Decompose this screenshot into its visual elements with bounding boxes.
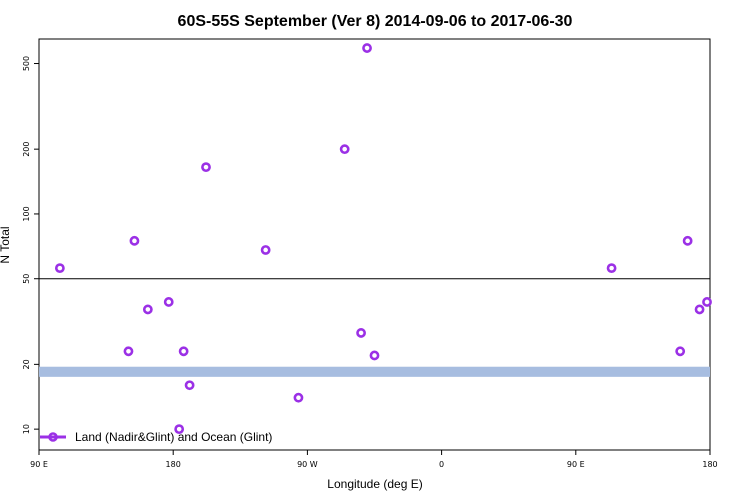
data-point [293,392,304,403]
legend: Land (Nadir&Glint) and Ocean (Glint) [40,430,272,444]
band-layer [39,366,710,377]
data-point [201,162,211,173]
data-point [606,263,617,274]
y-tick-label: 200 [22,142,31,157]
y-axis-label: N Total [0,226,12,263]
data-point [129,235,140,246]
x-axis: 90 E 180 90 W 0 90 E 180 [30,450,718,469]
data-point [174,424,185,435]
x-tick-label: 90 E [30,460,48,469]
data-point [260,245,271,255]
legend-marker-swatch [48,432,58,442]
data-point [339,144,350,155]
data-point [675,346,686,357]
data-point [163,297,174,307]
data-point [54,263,65,274]
x-axis-label: Longitude (deg E) [327,477,422,491]
data-point [369,350,380,361]
plot-frame [38,38,711,451]
data-point [362,43,372,53]
y-tick-label: 100 [22,206,31,221]
shaded-band [39,366,710,377]
data-point [356,328,366,338]
x-tick-label: 90 W [297,460,318,469]
data-point [142,304,153,315]
data-point [178,346,189,357]
y-tick-label: 500 [22,56,31,71]
data-point [694,304,705,315]
points-layer [54,43,712,435]
x-tick-label: 90 E [567,460,585,469]
chart-title: 60S-55S September (Ver 8) 2014-09-06 to … [178,13,573,30]
data-point [184,380,195,391]
data-point [682,235,693,246]
y-tick-label: 50 [22,274,31,284]
y-tick-label: 10 [22,424,31,434]
y-tick-label: 20 [22,359,31,369]
x-tick-label: 0 [439,460,444,469]
legend-label: Land (Nadir&Glint) and Ocean (Glint) [75,430,272,444]
data-point [702,297,712,307]
y-axis: 10 20 50 100 200 500 [22,56,39,434]
x-tick-label: 180 [166,460,181,469]
x-tick-label: 180 [702,460,717,469]
data-point [123,346,134,357]
